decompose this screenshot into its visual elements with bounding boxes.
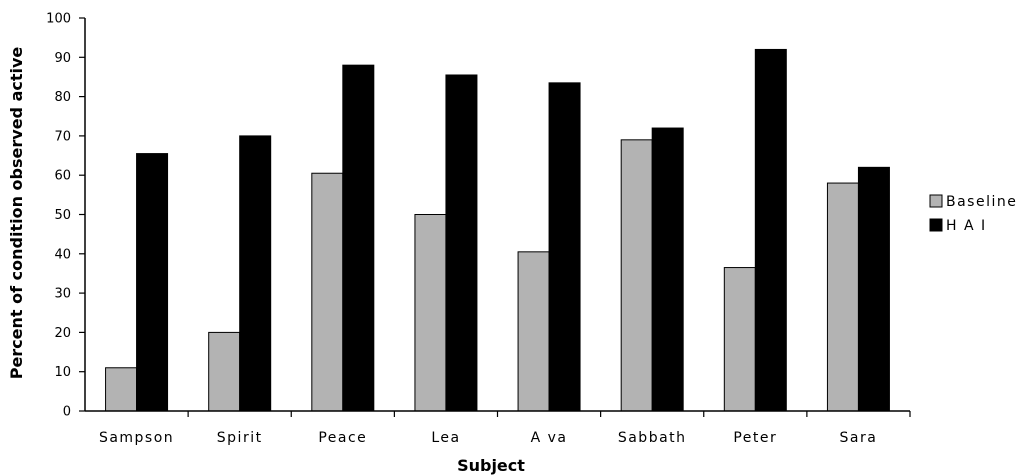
- y-tick-label: 50: [54, 208, 71, 223]
- bar-baseline-peace: [311, 172, 344, 412]
- bar-hai-peace: [342, 64, 375, 412]
- y-tick-label: 70: [54, 129, 71, 144]
- y-tick-label: 10: [54, 365, 71, 380]
- legend: Baseline H A I: [929, 194, 1017, 234]
- legend-label: H A I: [946, 218, 987, 234]
- y-tick-label: 90: [54, 51, 71, 66]
- x-axis-ticks: Sampson Spirit Peace Lea A va Sabbath Peter Sar…: [99, 411, 911, 446]
- x-axis-title: Subject: [457, 456, 525, 475]
- x-tick-label: A va: [531, 430, 568, 446]
- bar-baseline-sampson: [105, 367, 138, 412]
- bar-baseline-spirit: [208, 331, 241, 412]
- y-tick-label: 0: [63, 405, 71, 420]
- x-tick-label: Spirit: [217, 430, 263, 446]
- legend-swatch: [929, 194, 943, 208]
- y-axis-title: Percent of condition observed active: [7, 47, 26, 380]
- y-tick-label: 100: [46, 12, 71, 27]
- legend-swatch: [929, 218, 943, 232]
- bar-baseline-sara: [826, 182, 859, 412]
- bar-hai-lea: [445, 74, 478, 412]
- y-tick-label: 60: [54, 169, 71, 184]
- bar-hai-sampson: [136, 153, 169, 412]
- bar-hai-spirit: [239, 135, 272, 412]
- legend-label: Baseline: [946, 194, 1017, 210]
- bars: [105, 48, 890, 412]
- bar-hai-sabbath: [651, 127, 684, 412]
- x-tick-label: Peace: [318, 430, 367, 446]
- bar-hai-peter: [754, 48, 787, 412]
- y-tick-label: 80: [54, 90, 71, 105]
- bar-hai-ava: [548, 82, 581, 412]
- bar-hai-sara: [857, 166, 890, 412]
- bar-baseline-lea: [414, 214, 447, 412]
- bar-baseline-sabbath: [620, 139, 653, 412]
- y-tick-label: 20: [54, 326, 71, 341]
- x-tick-label: Sabbath: [618, 430, 687, 446]
- bar-baseline-ava: [517, 251, 550, 412]
- y-tick-label: 40: [54, 247, 71, 262]
- x-tick-label: Lea: [431, 430, 460, 446]
- x-tick-label: Sampson: [99, 430, 174, 446]
- bar-baseline-peter: [723, 267, 756, 412]
- y-axis-ticks: 0 10 20 30 40 50 60 70 80 90 100: [46, 12, 85, 420]
- y-tick-label: 30: [54, 287, 71, 302]
- x-tick-label: Sara: [840, 430, 878, 446]
- x-tick-label: Peter: [733, 430, 777, 446]
